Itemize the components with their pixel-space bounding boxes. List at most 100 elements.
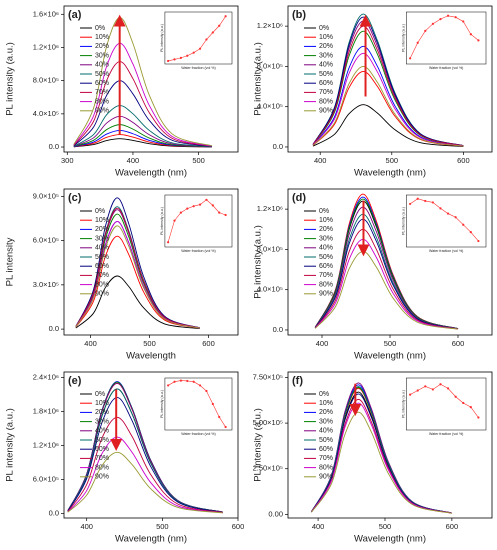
x-axis-label: Wavelength (nm) xyxy=(115,168,187,179)
x-axis-label: Wavelength (nm) xyxy=(354,534,426,545)
inset-y-label: PL intensity (a.u.) xyxy=(401,390,405,418)
x-tick-label: 500 xyxy=(386,156,399,165)
inset-line xyxy=(167,380,226,428)
y-tick-label: 2.50×10⁵ xyxy=(253,464,283,473)
x-tick-label: 600 xyxy=(446,522,459,531)
inset-x-label: Water fraction (vol %) xyxy=(181,249,215,253)
legend-label: 50% xyxy=(95,71,109,78)
spectrum-line xyxy=(73,134,212,148)
inset-point xyxy=(192,51,195,54)
spectrum-line xyxy=(67,388,223,513)
legend-label: 80% xyxy=(95,98,109,105)
legend-label: 80% xyxy=(319,281,333,288)
inset-frame xyxy=(406,194,487,248)
inset-point xyxy=(224,213,227,217)
y-tick-label: 1.2×10⁶ xyxy=(33,441,59,450)
x-tick-label: 500 xyxy=(384,339,397,348)
inset-point xyxy=(477,239,480,243)
spectrum-line xyxy=(67,451,223,514)
inset-point xyxy=(198,47,202,50)
spectrum-line xyxy=(73,138,212,148)
legend-label: 70% xyxy=(319,272,333,279)
spectrum-line xyxy=(314,218,459,330)
spectrum-line xyxy=(312,45,464,147)
spectrum-line xyxy=(314,206,459,330)
inset-point xyxy=(431,201,434,204)
inset-point xyxy=(186,379,189,383)
curves xyxy=(314,193,459,330)
legend-label: 60% xyxy=(319,80,333,87)
spectrum-line xyxy=(67,382,223,513)
legend-label: 0% xyxy=(95,25,105,32)
spectrum-line xyxy=(67,397,223,513)
legend-label: 80% xyxy=(95,281,109,288)
inset-point xyxy=(431,388,434,391)
inset-line xyxy=(168,16,226,62)
inset-point xyxy=(469,231,472,234)
spectrum-line xyxy=(67,436,223,514)
spectrum-line xyxy=(73,17,212,147)
spectrum-line xyxy=(75,197,200,329)
spectrum-line xyxy=(311,386,452,514)
legend-label: 70% xyxy=(319,455,333,462)
x-tick-label: 600 xyxy=(202,339,215,348)
x-tick-label: 600 xyxy=(232,522,245,531)
inset-point xyxy=(218,24,221,27)
legend-label: 70% xyxy=(319,89,333,96)
inset-point xyxy=(416,197,419,200)
inset-point xyxy=(224,15,227,18)
y-tick-label: 7.50×10⁵ xyxy=(253,372,283,381)
spectrum-line xyxy=(75,275,200,330)
inset-point xyxy=(469,33,472,36)
panel-label: (c) xyxy=(68,192,82,204)
plot-frame xyxy=(287,5,493,153)
inset-point xyxy=(205,198,208,201)
legend-label: 30% xyxy=(319,235,333,242)
spectrum-line xyxy=(314,213,459,330)
legend-label: 50% xyxy=(95,254,109,261)
legend-label: 10% xyxy=(319,400,333,407)
panel-label: (d) xyxy=(292,192,306,204)
curves xyxy=(73,17,212,148)
x-tick-label: 400 xyxy=(316,339,329,348)
x-axis-label: Wavelength (nm) xyxy=(354,168,426,179)
inset-x-label: Water fraction (vol %) xyxy=(181,66,215,70)
y-axis-label: PL intensity (a.u.) xyxy=(253,42,264,116)
inset-point xyxy=(211,31,214,34)
x-tick-label: 600 xyxy=(452,339,465,348)
inset-frame xyxy=(406,11,487,65)
x-tick-label: 400 xyxy=(84,339,97,348)
inset-point xyxy=(192,205,195,208)
x-axis-label: Wavelength (nm) xyxy=(354,351,426,362)
inset-frame xyxy=(406,377,487,431)
inset-point xyxy=(431,22,434,25)
legend-label: 20% xyxy=(319,43,333,50)
inset-point xyxy=(409,202,412,206)
legend-label: 70% xyxy=(95,455,109,462)
inset-x-label: Water fraction (vol %) xyxy=(429,432,463,436)
legend-label: 10% xyxy=(95,34,109,41)
legend-label: 80% xyxy=(95,464,109,471)
inset-point xyxy=(173,58,176,61)
legend-label: 10% xyxy=(319,217,333,224)
inset-x-label: Water fraction (vol %) xyxy=(429,249,463,253)
inset-point xyxy=(179,379,182,382)
legend-label: 60% xyxy=(319,263,333,270)
y-tick-label: 8.0×10⁵ xyxy=(257,61,283,70)
spectrum-line xyxy=(314,198,459,330)
spectrum-line xyxy=(73,115,212,148)
spectrum-line xyxy=(314,228,459,330)
legend-label: 20% xyxy=(95,226,109,233)
panel-label: (b) xyxy=(292,9,306,21)
legend-label: 40% xyxy=(95,428,109,435)
inset-point xyxy=(218,211,221,214)
legend-label: 40% xyxy=(319,428,333,435)
inset-frame xyxy=(164,377,233,431)
legend-label: 40% xyxy=(319,62,333,69)
inset-point xyxy=(173,219,176,222)
panel-label: (a) xyxy=(68,9,82,21)
inset-point xyxy=(446,212,450,215)
inset-point xyxy=(477,39,480,42)
spectrum-line xyxy=(312,52,464,147)
legend-label: 50% xyxy=(319,254,333,261)
